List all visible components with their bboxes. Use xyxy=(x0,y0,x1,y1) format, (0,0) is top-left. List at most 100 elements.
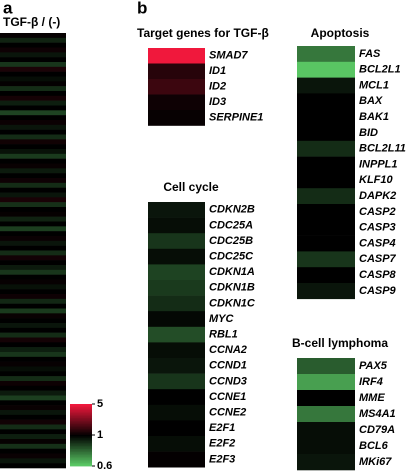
heat-cell xyxy=(0,100,66,106)
gene-label: MKi67 xyxy=(359,456,392,468)
heat-cell xyxy=(148,48,205,64)
colorbar-segment xyxy=(70,452,92,454)
colorbar-segment xyxy=(70,431,92,434)
heat-cell xyxy=(0,153,66,159)
group-title: Target genes for TGF-β xyxy=(137,26,269,40)
heat-cell xyxy=(0,371,66,377)
heat-cell xyxy=(0,429,66,435)
gene-label: CASP4 xyxy=(359,237,396,249)
gene-label: BCL2L1 xyxy=(359,64,401,76)
colorbar-segment xyxy=(70,448,92,451)
gene-label: E2F1 xyxy=(209,422,235,434)
heat-cell xyxy=(297,204,355,221)
heat-cell xyxy=(0,269,66,275)
colorbar-segment xyxy=(70,444,92,447)
heat-cell xyxy=(0,294,66,300)
heat-cell xyxy=(0,376,66,382)
heat-cell xyxy=(0,439,66,445)
colorbar-segment xyxy=(70,427,92,430)
heat-cell xyxy=(0,434,66,440)
colorbar-segment xyxy=(70,405,92,408)
heat-cell xyxy=(0,57,66,63)
colorbar-segment xyxy=(70,410,92,413)
heat-cell xyxy=(297,140,355,157)
heat-cell xyxy=(0,255,66,261)
heat-cell xyxy=(0,453,66,459)
colorbar-segment xyxy=(70,422,92,425)
colorbar-tick-label: 1 xyxy=(97,429,103,441)
heat-cell xyxy=(297,188,355,205)
gene-label: CCNA2 xyxy=(209,344,247,356)
heat-cell xyxy=(297,454,355,471)
heat-cell xyxy=(0,448,66,454)
gene-label: SERPINE1 xyxy=(209,112,263,124)
colorbar-segment xyxy=(70,433,92,436)
gene-label: MME xyxy=(359,392,385,404)
heat-cell xyxy=(0,144,66,150)
heat-cell xyxy=(148,311,205,328)
heat-cell xyxy=(0,274,66,280)
heat-cell xyxy=(0,313,66,319)
heat-cell xyxy=(0,163,66,169)
heat-cell xyxy=(0,42,66,48)
colorbar-segment xyxy=(70,442,92,445)
heat-cell xyxy=(0,86,66,92)
heat-cell xyxy=(0,332,66,338)
heat-cell xyxy=(0,105,66,111)
heat-cell xyxy=(0,33,66,39)
gene-label: CDKN1A xyxy=(209,266,255,278)
group-title: Cell cycle xyxy=(163,180,219,194)
heat-cell xyxy=(0,240,66,246)
heat-cell xyxy=(0,366,66,372)
gene-label: CDKN2B xyxy=(209,204,255,216)
gene-label: CCND1 xyxy=(209,360,247,372)
gene-label: ID1 xyxy=(209,65,226,77)
gene-label: BCL2L11 xyxy=(359,143,406,155)
heat-cell xyxy=(0,168,66,174)
colorbar-segment xyxy=(70,419,92,422)
gene-label: PAX5 xyxy=(359,360,388,372)
heat-cell xyxy=(0,226,66,232)
heat-cell xyxy=(148,264,205,281)
heat-cell xyxy=(0,405,66,411)
heat-cell xyxy=(0,245,66,251)
heat-cell xyxy=(0,207,66,213)
heat-cell xyxy=(0,284,66,290)
heat-cell xyxy=(297,109,355,126)
gene-label: KLF10 xyxy=(359,174,394,186)
heat-cell xyxy=(0,400,66,406)
gene-label: CASP3 xyxy=(359,222,396,234)
colorbar-segment xyxy=(70,424,92,427)
heat-cell xyxy=(148,280,205,296)
colorbar-segment xyxy=(70,428,92,431)
gene-label: CASP2 xyxy=(359,206,396,218)
heat-cell xyxy=(0,216,66,222)
colorbar-segment xyxy=(70,455,92,458)
heat-cell xyxy=(0,76,66,82)
heat-cell xyxy=(0,221,66,227)
heat-cell xyxy=(0,81,66,87)
heat-cell xyxy=(0,289,66,295)
colorbar-segment xyxy=(70,436,92,439)
gene-label: MCL1 xyxy=(359,79,389,91)
heat-cell xyxy=(0,182,66,188)
heat-cell xyxy=(0,52,66,58)
colorbar-segment xyxy=(70,416,92,419)
colorbar-segment xyxy=(70,430,92,433)
colorbar-segment xyxy=(70,450,92,453)
heat-cell xyxy=(148,63,205,80)
gene-label: CDC25C xyxy=(209,251,254,263)
gene-label: CDC25A xyxy=(209,219,253,231)
group-title: Apoptosis xyxy=(311,26,370,40)
heat-cell xyxy=(297,406,355,423)
colorbar-segment xyxy=(70,461,92,464)
gene-label: CDC25B xyxy=(209,235,253,247)
heat-cell xyxy=(297,235,355,252)
gene-label: CDKN1C xyxy=(209,297,256,309)
heat-cell xyxy=(0,390,66,396)
heat-cell xyxy=(0,327,66,333)
heat-cell xyxy=(0,211,66,217)
heat-cell xyxy=(0,279,66,285)
heat-cell xyxy=(0,303,66,309)
